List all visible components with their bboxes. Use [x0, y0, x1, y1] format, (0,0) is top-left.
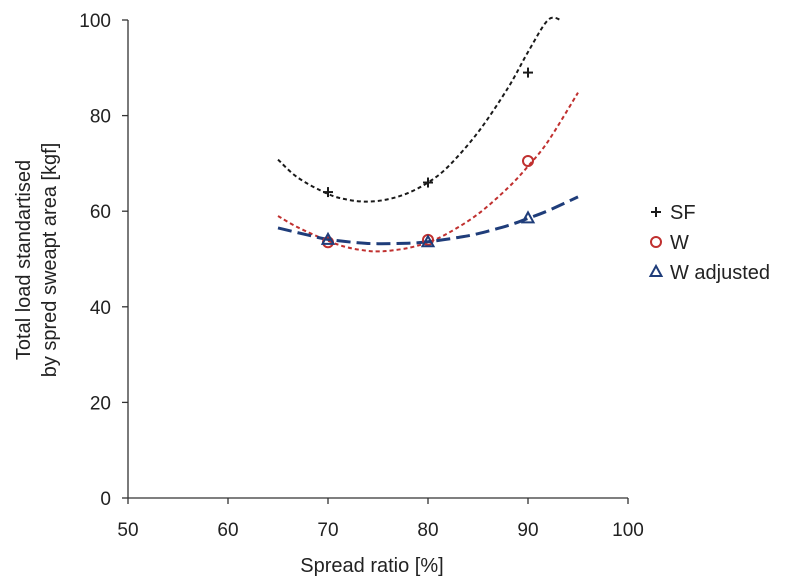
legend-marker-w: [650, 236, 662, 248]
y-tick-label: 100: [79, 11, 111, 32]
data-point-w-adjusted: [320, 231, 336, 245]
y-tick-label: 40: [90, 298, 111, 319]
legend: SF W W adjusted: [648, 202, 770, 284]
y-axis-label-line-1: Total load standartised: [13, 160, 35, 360]
markers: [320, 67, 536, 249]
y-tick-label: 80: [90, 107, 111, 128]
data-point-sf: [323, 187, 333, 198]
legend-marker-w-adjusted: [648, 263, 664, 277]
trendline-sf: [277, 16, 562, 203]
data-point-sf: [523, 67, 533, 78]
y-tick-label: 0: [100, 489, 111, 510]
axes: [122, 19, 629, 504]
x-tick-label: 60: [217, 520, 238, 541]
trendlines: [277, 16, 579, 253]
data-point-w-adjusted: [420, 234, 436, 248]
y-axis-label-line-2: by spred sweapt area [kgf]: [39, 143, 61, 378]
trendline-w-adjusted: [277, 195, 579, 246]
data-point-sf: [423, 177, 433, 188]
y-tick-label: 60: [90, 202, 111, 223]
legend-label-w-adjusted: W adjusted: [670, 262, 770, 284]
legend-marker-sf: [651, 207, 661, 217]
trendline-w: [277, 92, 579, 253]
legend-label-w: W: [670, 232, 689, 254]
data-point-w: [522, 155, 534, 168]
y-tick-label: 20: [90, 393, 111, 414]
x-tick-label: 80: [417, 520, 438, 541]
x-tick-label: 50: [117, 520, 138, 541]
legend-label-sf: SF: [670, 202, 696, 224]
x-tick-label: 90: [517, 520, 538, 541]
x-tick-label: 70: [317, 520, 338, 541]
x-tick-label: 100: [612, 520, 644, 541]
tick-labels: 50 60 70 80 90 100 0 20 40 60 80 100: [79, 11, 644, 541]
x-axis-label: Spread ratio [%]: [300, 555, 443, 577]
data-point-w-adjusted: [520, 210, 536, 224]
